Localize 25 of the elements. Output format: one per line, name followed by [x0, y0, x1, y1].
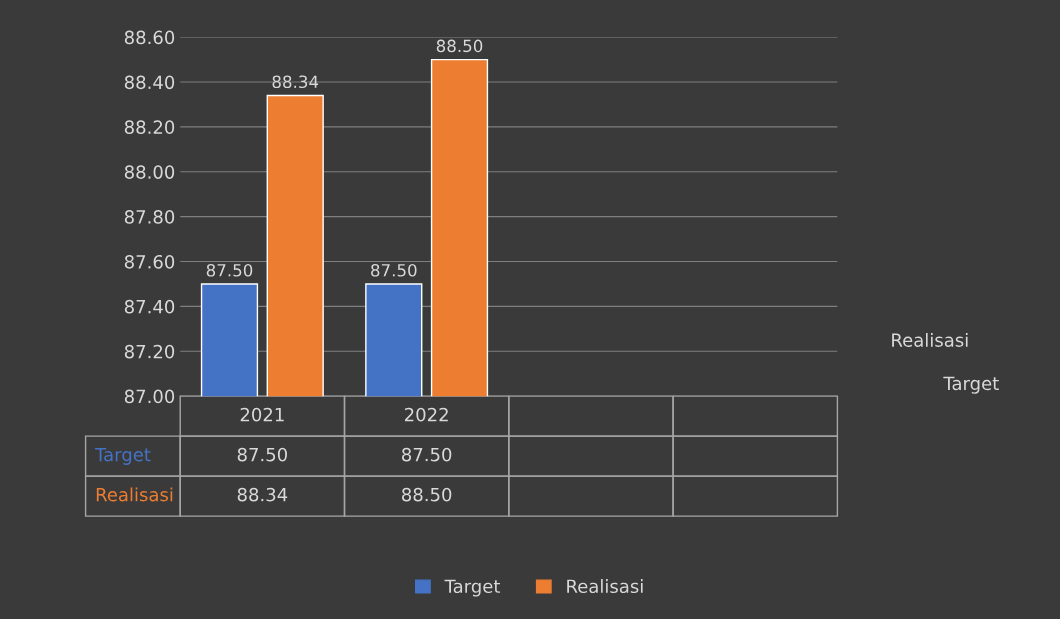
x-tick-label: 2022: [405, 407, 448, 422]
x-tick-label: 2021: [240, 407, 284, 422]
y-tick-label: 88.60: [124, 30, 175, 45]
legend-label: Target: [444, 579, 501, 597]
data-label: 88.34: [237, 487, 288, 502]
legend-label: Realisasi: [567, 579, 643, 594]
text: Realisasi: [96, 487, 173, 502]
y-tick-label: 87.80: [124, 210, 175, 224]
text: 87.50: [371, 263, 417, 277]
text: 87.50: [206, 263, 253, 277]
text: 88.50: [436, 39, 483, 53]
y-tick-label: 87.40: [124, 299, 175, 314]
y-tick-label: 87.20: [124, 344, 175, 359]
data-label: 87.50: [237, 447, 287, 462]
text: 88.34: [272, 75, 319, 89]
y-tick-label: 88.20: [124, 120, 175, 135]
data-label: 88.50: [402, 487, 452, 502]
text: Realisasi: [892, 332, 968, 347]
text: Target: [95, 447, 151, 465]
y-tick-label: 87.60: [124, 254, 175, 269]
y-tick-label: 87.00: [124, 389, 175, 404]
data-label: 87.50: [402, 447, 452, 462]
y-tick-label: 88.40: [124, 75, 175, 90]
text: Target: [943, 376, 999, 394]
y-tick-label: 88.00: [124, 165, 175, 179]
